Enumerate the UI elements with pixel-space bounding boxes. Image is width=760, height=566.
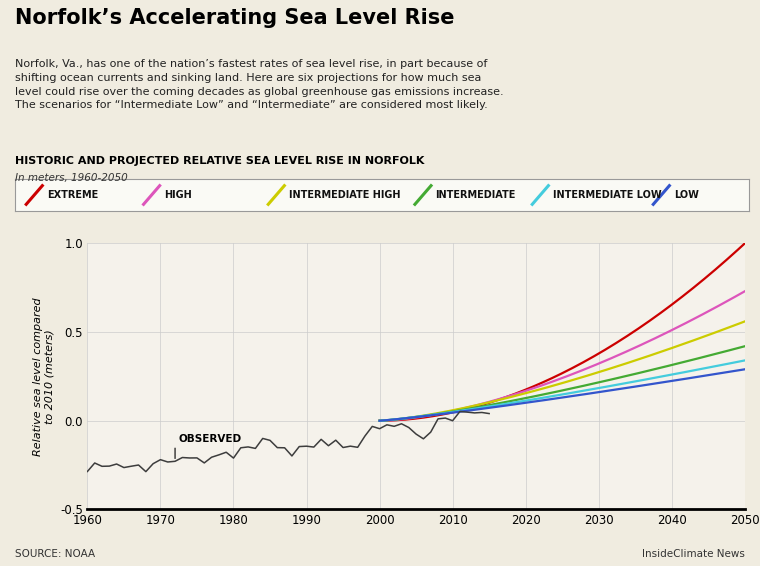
Text: HIGH: HIGH — [164, 190, 192, 200]
Text: SOURCE: NOAA: SOURCE: NOAA — [15, 549, 95, 559]
Text: Norfolk, Va., has one of the nation’s fastest rates of sea level rise, in part b: Norfolk, Va., has one of the nation’s fa… — [15, 59, 504, 110]
Text: OBSERVED: OBSERVED — [179, 434, 242, 444]
Text: In meters, 1960-2050: In meters, 1960-2050 — [15, 173, 128, 183]
Y-axis label: Relative sea level compared
to 2010 (meters): Relative sea level compared to 2010 (met… — [33, 297, 55, 456]
Text: INTERMEDIATE HIGH: INTERMEDIATE HIGH — [289, 190, 401, 200]
Text: LOW: LOW — [674, 190, 698, 200]
Text: Norfolk’s Accelerating Sea Level Rise: Norfolk’s Accelerating Sea Level Rise — [15, 8, 454, 28]
Text: InsideClimate News: InsideClimate News — [642, 549, 745, 559]
Text: INTERMEDIATE: INTERMEDIATE — [435, 190, 516, 200]
Text: HISTORIC AND PROJECTED RELATIVE SEA LEVEL RISE IN NORFOLK: HISTORIC AND PROJECTED RELATIVE SEA LEVE… — [15, 156, 425, 166]
Text: INTERMEDIATE LOW: INTERMEDIATE LOW — [553, 190, 661, 200]
Text: EXTREME: EXTREME — [46, 190, 98, 200]
